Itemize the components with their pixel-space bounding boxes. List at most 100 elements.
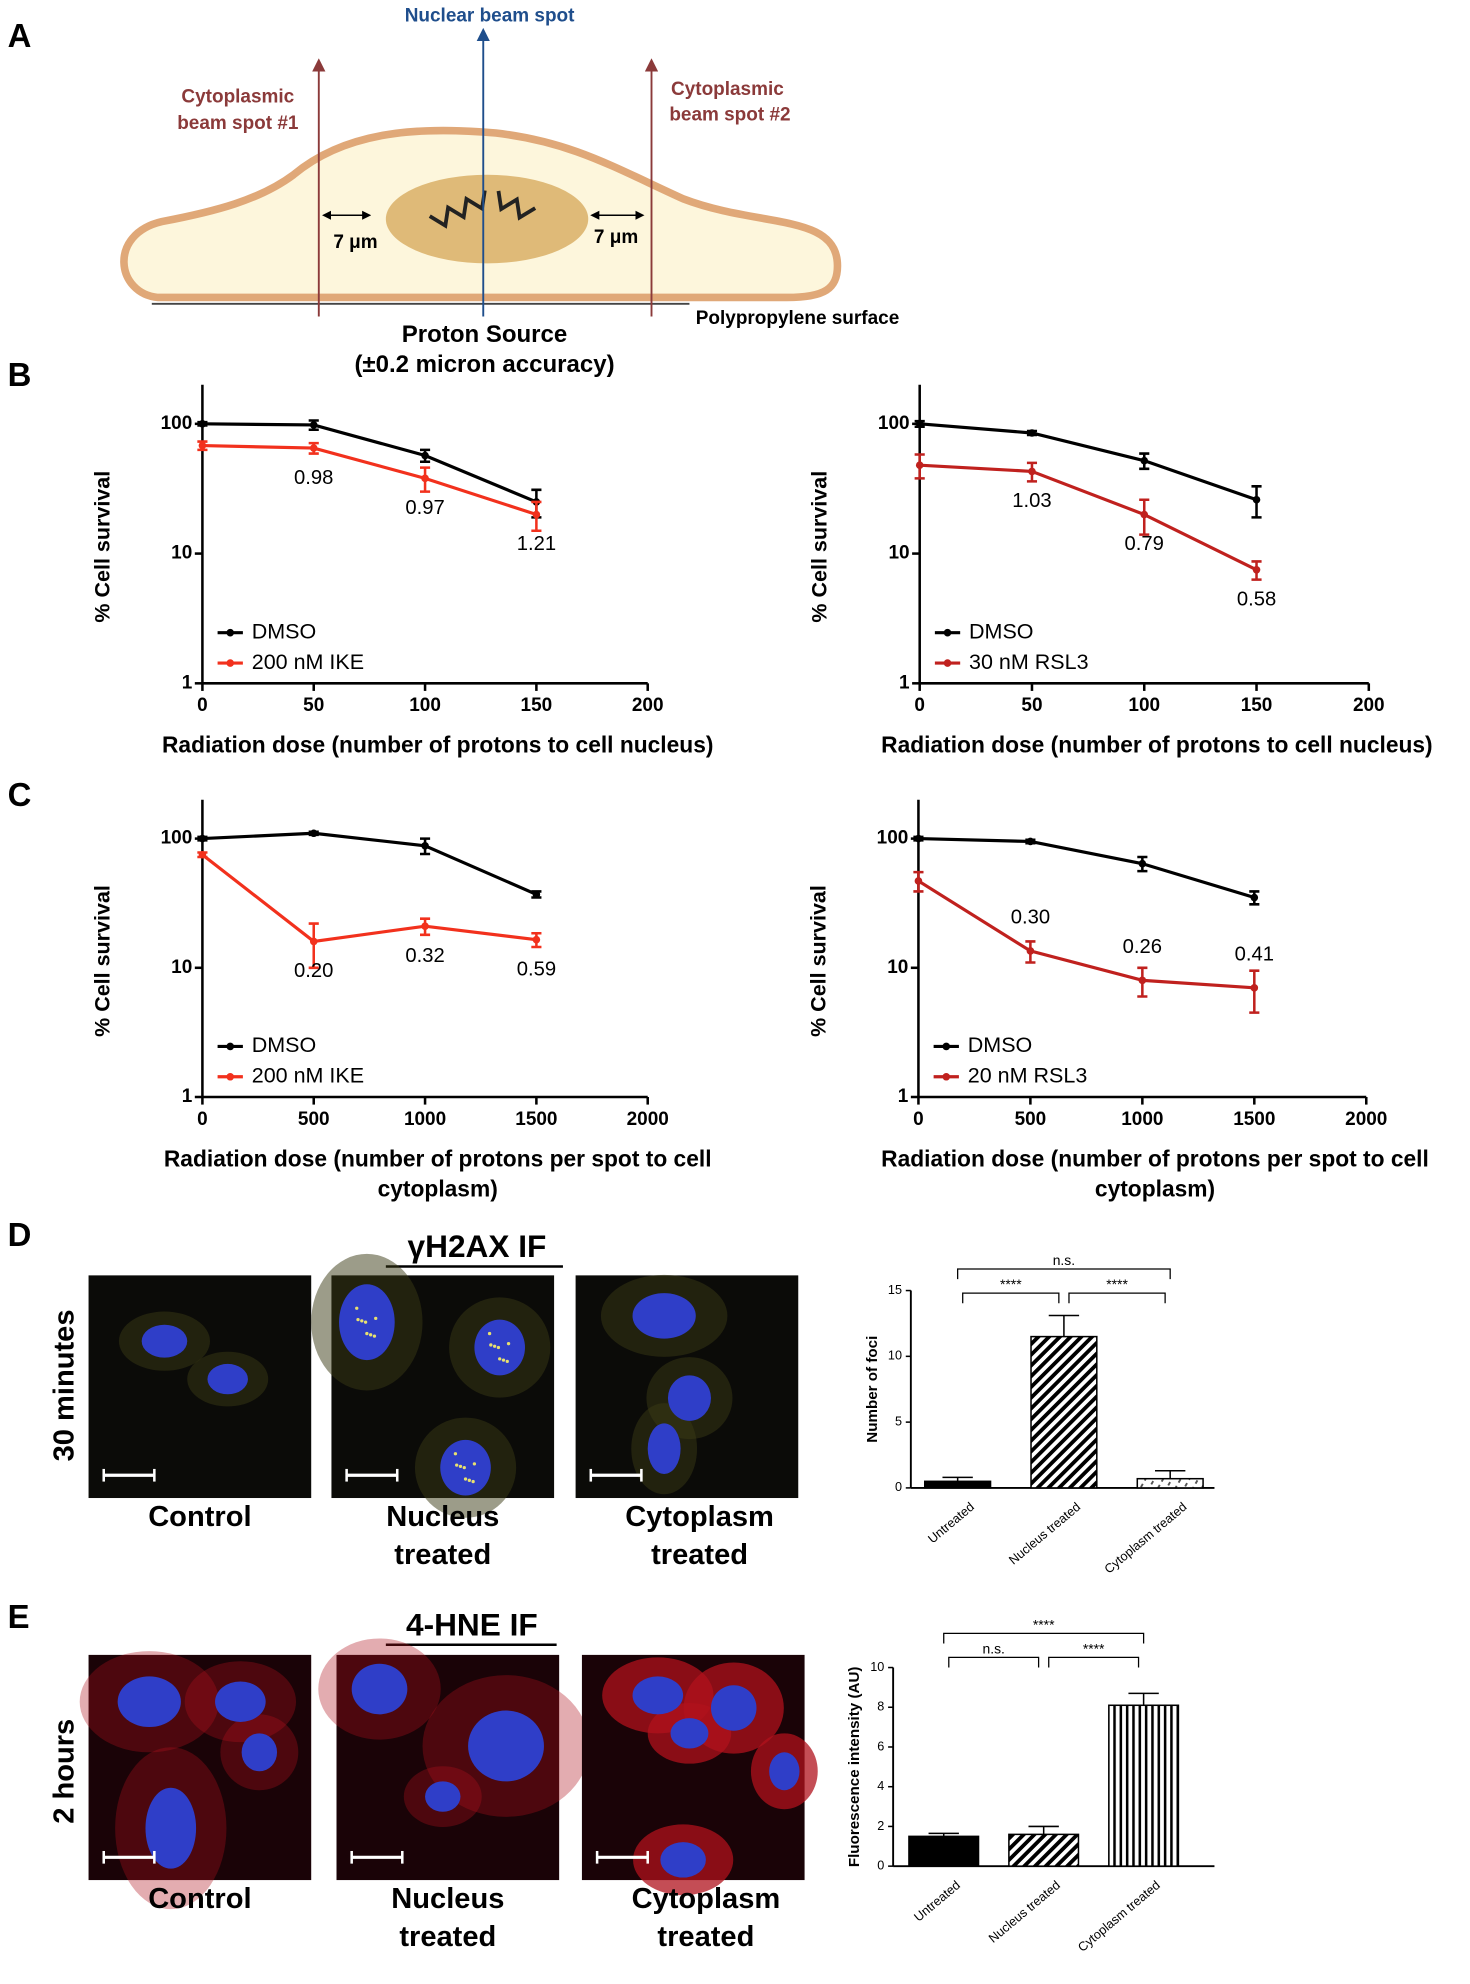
y-tick-label: 100 (877, 828, 909, 849)
focus-dot (463, 1477, 468, 1481)
focus-dot (363, 1320, 368, 1324)
y-tick-label: 0 (895, 1480, 902, 1494)
data-point (1252, 565, 1261, 574)
focus-dot (453, 1452, 458, 1456)
surface-label: Polypropylene surface (696, 308, 899, 329)
data-point (914, 877, 923, 885)
row-label: 30 minutes (48, 1309, 80, 1461)
cell-nucleus (667, 1375, 711, 1421)
focus-dot (489, 1343, 493, 1347)
legend-swatch (942, 1042, 951, 1051)
source-label: Proton Source (402, 321, 567, 348)
significance-label: **** (1000, 1276, 1022, 1292)
distance-label: 7 μm (333, 232, 377, 253)
data-point (1250, 984, 1259, 992)
data-point (1028, 467, 1036, 476)
x-tick-label: 0 (197, 1109, 208, 1130)
cell-nucleus (632, 1676, 684, 1715)
micrograph-caption: Cytoplasm (625, 1501, 774, 1533)
series-line (202, 443, 537, 517)
data-point (1026, 947, 1035, 955)
x-axis-label: Radiation dose (number of protons per sp… (881, 1145, 1429, 1171)
cell-nucleus (710, 1685, 757, 1731)
data-point (309, 444, 318, 452)
data-point (309, 829, 318, 838)
cell-nucleus (425, 1781, 461, 1812)
series-line (917, 879, 1255, 990)
micrograph (581, 1654, 818, 1896)
micrograph (311, 1253, 555, 1518)
legend-label: DMSO (968, 1033, 1032, 1057)
error-bar (308, 922, 319, 970)
legend-swatch (226, 1072, 235, 1081)
micrograph-caption: treated (394, 1539, 491, 1571)
cell-nucleus (660, 1842, 706, 1878)
point-label: 0.32 (405, 945, 444, 967)
data-point (421, 451, 429, 460)
data-point (915, 420, 924, 428)
cell-nucleus (145, 1787, 197, 1869)
cell-nucleus (241, 1733, 278, 1772)
x-tick-label: 1500 (515, 1109, 557, 1130)
x-tick-label: 0 (914, 695, 925, 716)
panel-label: D (8, 1216, 32, 1253)
x-tick-label: 100 (409, 695, 441, 716)
data-point (532, 890, 541, 899)
cell-nucleus (207, 1363, 248, 1395)
focus-dot (365, 1331, 369, 1336)
cell-nucleus (670, 1718, 709, 1749)
x-tick-label: 50 (303, 695, 324, 716)
focus-dot (498, 1357, 502, 1361)
x-tick-label: 50 (1021, 695, 1042, 716)
y-tick-label: 10 (888, 543, 909, 564)
data-point (915, 461, 924, 469)
data-point (532, 935, 541, 944)
series-line (918, 837, 1255, 900)
cell-nucleus (632, 1293, 696, 1339)
y-tick-label: 100 (878, 413, 910, 434)
x-tick-label: 200 (632, 695, 664, 716)
bar (1008, 1833, 1080, 1867)
x-tick-label: Cytoplasm treated (1102, 1500, 1190, 1577)
significance-label: n.s. (982, 1641, 1004, 1657)
error-bar (1048, 1314, 1080, 1337)
focus-dot (462, 1466, 466, 1470)
legend-swatch (943, 659, 952, 667)
data-point (198, 441, 207, 450)
series-line (201, 853, 537, 944)
y-tick-label: 10 (171, 957, 192, 978)
legend-label: 200 nM IKE (252, 650, 364, 674)
micrograph-title: 4-HNE IF (406, 1606, 538, 1642)
x-tick-label: 150 (1241, 695, 1273, 716)
y-tick-label: 10 (870, 1660, 884, 1674)
point-label: 0.41 (1235, 943, 1274, 965)
micrograph-caption: Cytoplasm (632, 1883, 781, 1915)
x-tick-label: 1500 (1233, 1109, 1275, 1130)
bar (924, 1480, 992, 1489)
y-tick-label: 5 (895, 1414, 902, 1428)
y-tick-label: 8 (877, 1700, 884, 1714)
error-bar (928, 1832, 959, 1837)
data-point (1138, 976, 1147, 985)
significance-bracket (948, 1656, 1040, 1668)
cell-nucleus (769, 1752, 800, 1791)
focus-dot (372, 1334, 377, 1338)
y-tick-label: 6 (877, 1739, 884, 1753)
x-tick-label: 100 (1128, 695, 1160, 716)
error-bar (1128, 1692, 1159, 1706)
beam-label: beam spot #2 (669, 104, 790, 125)
data-point (1026, 837, 1035, 846)
error-bar (942, 1476, 973, 1482)
focus-dot (455, 1463, 459, 1467)
cell-nucleus (215, 1681, 266, 1722)
micrograph (318, 1638, 590, 1881)
legend-label: DMSO (252, 1033, 316, 1057)
y-axis-label: % Cell survival (806, 885, 830, 1037)
x-tick-label: 1000 (404, 1109, 446, 1130)
micrograph-caption: Control (148, 1501, 251, 1533)
error-bar (1155, 1470, 1186, 1479)
focus-dot (356, 1318, 360, 1322)
focus-dot (467, 1478, 471, 1482)
point-label: 0.97 (405, 497, 444, 519)
